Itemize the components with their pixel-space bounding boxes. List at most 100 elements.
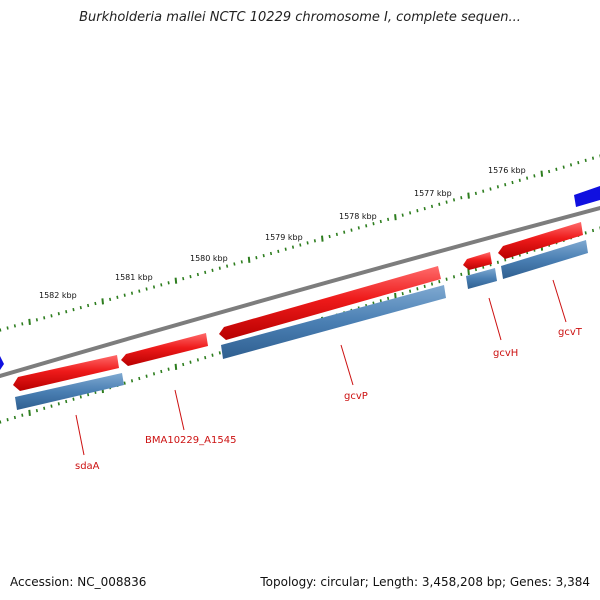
inner-scale-tick [438,279,441,284]
outer-scale-tick [357,226,360,230]
inner-scale-tick [6,418,9,422]
gene-label-gcvT[interactable]: gcvT [558,327,583,338]
outer-scale-tick [160,283,163,287]
outer-scale-tick [240,260,243,264]
gene-sdaA[interactable] [15,373,124,410]
outer-scale-tick [79,305,82,310]
inner-scale-tick [379,299,382,303]
outer-scale-tick [584,158,587,163]
outer-scale-tick [50,314,53,318]
gene-label-gcvH[interactable]: gcvH [493,348,518,359]
inner-scale-tick [218,351,221,355]
inner-scale-tick [138,376,141,381]
inner-scale-tick [87,392,90,397]
inner-scale-tick [211,353,214,357]
outer-scale-tick [482,189,485,193]
outer-scale-tick [343,230,346,234]
outer-scale-tick [438,202,441,206]
outer-scale-tick [167,281,170,285]
outer-scale-tick [145,287,148,291]
inner-scale-tick [57,402,60,406]
outer-scale-tick [43,316,46,320]
outer-scale-tick [174,277,178,284]
outer-scale-tick [284,247,287,251]
outer-scale-tick [101,298,104,305]
inner-scale-tick [145,374,148,378]
outer-scale-tick [72,307,75,312]
outer-scale-tick [123,293,126,297]
inner-scale-tick [584,231,587,235]
outer-scale-tick [394,214,397,221]
cds-gcvT[interactable] [498,222,583,259]
outer-scale-tick [401,213,404,217]
cds-BMA10229-A1545[interactable] [121,333,208,366]
gene-gcvH[interactable] [466,268,497,289]
scale-label-1579: 1579 kbp [265,233,303,242]
outer-scale-tick [467,192,470,199]
outer-scale-tick [445,200,448,204]
label-callouts [75,279,567,456]
left-edge-feature[interactable] [0,356,4,370]
outer-scale-tick [255,256,258,260]
outer-scale-tick [306,241,309,245]
inner-scale-tick [160,369,163,374]
outer-scale-tick [226,264,229,268]
outer-scale-tick [109,297,112,302]
gene-gcvT[interactable] [501,240,588,279]
inner-scale-tick [28,409,31,416]
outer-scale-tick [321,235,324,242]
outer-scale-tick [518,178,521,182]
cds-sdaA[interactable] [13,355,119,391]
gene-label-sdaA[interactable]: sdaA [75,461,100,472]
inner-scale-tick [43,406,46,410]
genome-summary-text: Topology: circular; Length: 3,458,208 bp… [260,575,590,589]
outer-scale-tick [540,170,544,177]
inner-scale-tick [182,362,185,367]
outer-scale-tick [504,183,507,187]
inner-scale-tick [423,284,426,289]
scale-label-1582: 1582 kbp [39,291,77,300]
inner-scale-tick [167,367,170,371]
outer-scale-ticks [0,154,600,332]
outer-scale-tick [460,196,463,200]
inner-scale-tick [452,275,456,279]
outer-scale-tick [299,243,302,247]
outer-scale-tick [474,191,477,196]
inner-scale-tick [430,282,434,286]
cds-gcvP[interactable] [219,266,441,340]
outer-scale-tick [548,169,551,174]
outer-scale-tick [211,268,214,272]
outer-scale-tick [423,206,426,211]
outer-scale-tick [94,301,97,306]
inner-scale-tick [496,260,499,264]
outer-scale-tick [569,163,573,167]
outer-scale-tick [526,176,529,180]
outer-scale-tick [533,174,536,178]
inner-scale-tick [130,379,134,383]
outer-scale-tick [6,326,9,330]
scale-label-1581: 1581 kbp [115,273,153,282]
outer-scale-tick [416,209,419,213]
scale-label-1580: 1580 kbp [190,254,228,263]
outer-scale-tick [262,253,265,258]
cds-gcvH[interactable] [463,252,492,270]
inner-scale-tick [152,372,156,376]
gene-gcvP[interactable] [221,285,446,359]
outer-scale-tick [335,232,338,237]
inner-scale-tick [123,381,126,385]
outer-scale-tick [452,198,456,202]
inner-scale-tick [394,292,397,300]
outer-scale-tick [409,211,412,215]
outer-scale-tick [116,295,119,299]
outer-scale-tick [65,310,68,314]
gene-label-gcvP[interactable]: gcvP [344,391,368,402]
inner-scale-tick [13,415,16,420]
chromosome-backbone [0,206,600,378]
accession-text: Accession: NC_008836 [10,575,147,589]
right-edge-feature[interactable] [574,186,600,207]
gene-track [15,240,588,410]
gene-label-BMA10229-A1545[interactable]: BMA10229_A1545 [145,435,236,446]
scale-label-1577: 1577 kbp [414,189,452,198]
inner-scale-tick [79,395,82,399]
outer-scale-tick [204,270,207,275]
